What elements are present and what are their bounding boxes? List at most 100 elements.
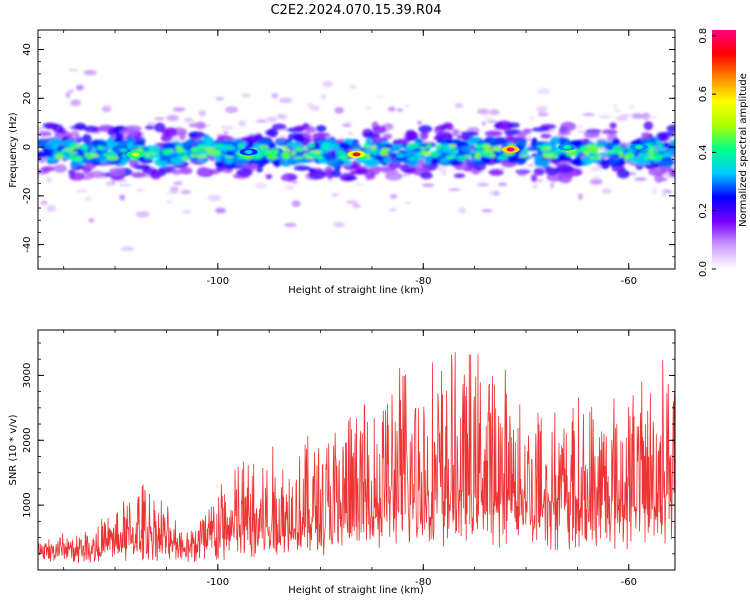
spectrogram-band-outer (555, 164, 574, 174)
spectrogram-band-outer (324, 166, 333, 177)
spectrogram-band-outer (545, 167, 559, 176)
spectrogram-speckle (76, 189, 88, 193)
spectrogram-band-outer (557, 130, 572, 136)
spectrogram-band-core (302, 146, 310, 149)
spectrogram-speckle (223, 130, 229, 134)
spectrogram-band-outer (331, 169, 342, 178)
spectrogram-hotspot (563, 145, 572, 150)
spectrogram-speckle (75, 84, 84, 91)
spectrogram-speckle (652, 187, 658, 195)
spectrogram-speckle (615, 116, 629, 121)
spectrogram-band-inner (268, 142, 276, 150)
spectrogram-band-core (175, 148, 185, 152)
spectrogram-speckle (284, 184, 295, 190)
spectrogram-band-outer (560, 121, 576, 132)
spectrogram-speckle (389, 208, 397, 211)
spectrogram-band-core (518, 154, 530, 158)
spectrogram-band-core (474, 153, 482, 159)
y-tick-label: 3000 (22, 363, 33, 388)
spectrogram-band-core (208, 150, 221, 154)
spectrogram-band-outer (533, 167, 545, 176)
spectrogram-band-inner (203, 140, 213, 149)
spectrogram-speckle (242, 93, 250, 98)
spectrogram-hotspot (131, 152, 140, 157)
spectrogram-speckle (487, 120, 498, 124)
spectrogram-panel: -100 -80 -60 -40 -20 0 20 40 Height of straight… (8, 29, 676, 296)
x-tick-label: -80 (415, 577, 431, 588)
spectrogram-band-core (81, 144, 87, 149)
spectrogram-speckle (310, 105, 320, 111)
spectrogram-speckle (668, 190, 673, 194)
x-tick-label: -60 (621, 577, 637, 588)
spectrogram-speckle (205, 124, 211, 127)
spectrogram-band-core (450, 151, 458, 155)
spectrogram-speckle (529, 116, 535, 121)
spectrogram-band-outer (434, 126, 444, 134)
spectrogram-speckle (643, 115, 658, 119)
spectrogram-band-outer (197, 166, 210, 177)
spectrogram-band-outer (256, 167, 263, 173)
spectrogram-speckle (84, 196, 92, 201)
spectrogram-speckle (489, 108, 499, 114)
spectrogram-speckle (421, 183, 435, 188)
spectrogram-speckle (292, 180, 298, 184)
spectrogram-speckle (278, 135, 287, 138)
spectrogram-band-core (259, 144, 269, 149)
spectrogram-band-inner (468, 161, 475, 166)
spectrogram-band-outer (609, 122, 617, 129)
spectrogram-band-inner (480, 157, 492, 163)
x-tick-label: -100 (206, 276, 229, 287)
spectrogram-speckle (119, 194, 126, 201)
spectrogram-band-core (224, 155, 234, 159)
spectrogram-band-outer (82, 134, 92, 144)
spectrogram-band-core (281, 145, 288, 149)
spectrogram-band-core (156, 153, 161, 159)
spectrogram-band-outer (453, 173, 466, 179)
snr-panel: -100 -80 -60 1000 2000 3000 Height of straigh… (8, 329, 676, 596)
spectrogram-band-core (380, 147, 391, 152)
spectrogram-band-inner (508, 154, 518, 162)
spectrogram-band-core (237, 143, 244, 149)
spectrogram-speckle (481, 121, 486, 126)
spectrogram-band-core (67, 151, 78, 155)
spectrogram-band-inner (460, 144, 472, 153)
spectrogram-band-outer (293, 134, 305, 142)
spectrogram-band-outer (420, 172, 433, 180)
y-tick-label: 1000 (22, 492, 33, 517)
spectrogram-band-core (440, 143, 452, 150)
spectrogram-speckle (46, 176, 52, 184)
spectrogram-band-outer (287, 127, 304, 133)
spectrogram-speckle (536, 106, 548, 113)
spectrogram-speckle (42, 71, 49, 75)
spectrogram-speckle (207, 194, 221, 202)
spectrogram-speckle (477, 108, 490, 115)
spectrogram-speckle (448, 188, 461, 191)
spectrogram-band-core (573, 152, 580, 155)
spectrogram-speckle (166, 200, 173, 204)
spectrogram-speckle (331, 192, 341, 195)
spectrogram-speckle (331, 194, 339, 197)
spectrogram-band-core (396, 152, 405, 158)
spectrogram-speckle (346, 200, 358, 205)
colorbar-tick-label: 0.6 (698, 86, 709, 102)
spectrogram-band-inner (162, 142, 176, 150)
spectrogram-band-outer (364, 132, 380, 139)
spectrogram-band-outer (236, 168, 253, 177)
spectrogram-band-core (244, 155, 253, 160)
spectrogram-band-core (590, 145, 599, 152)
colorbar: 0.0 0.2 0.4 0.6 0.8 Normalized spectral ampl… (698, 28, 749, 277)
spectrogram-band-core (317, 156, 323, 160)
spectrogram-speckle (135, 211, 150, 218)
snr-x-axis-label: Height of straight line (km) (288, 585, 424, 596)
spectrogram-band-core (182, 155, 189, 161)
spectrogram-band-outer (38, 131, 52, 137)
spectrogram-band-inner (170, 156, 184, 165)
spectrogram-band-core (198, 154, 207, 158)
spectrogram-band-inner (365, 137, 372, 147)
spectrogram-band-outer (52, 124, 64, 134)
y-tick-label: 40 (22, 43, 33, 56)
spectrogram-band-inner (38, 153, 42, 161)
spectrogram-speckle (631, 113, 644, 119)
spectrogram-speckle (322, 80, 334, 88)
spectrogram-band-outer (584, 131, 600, 139)
